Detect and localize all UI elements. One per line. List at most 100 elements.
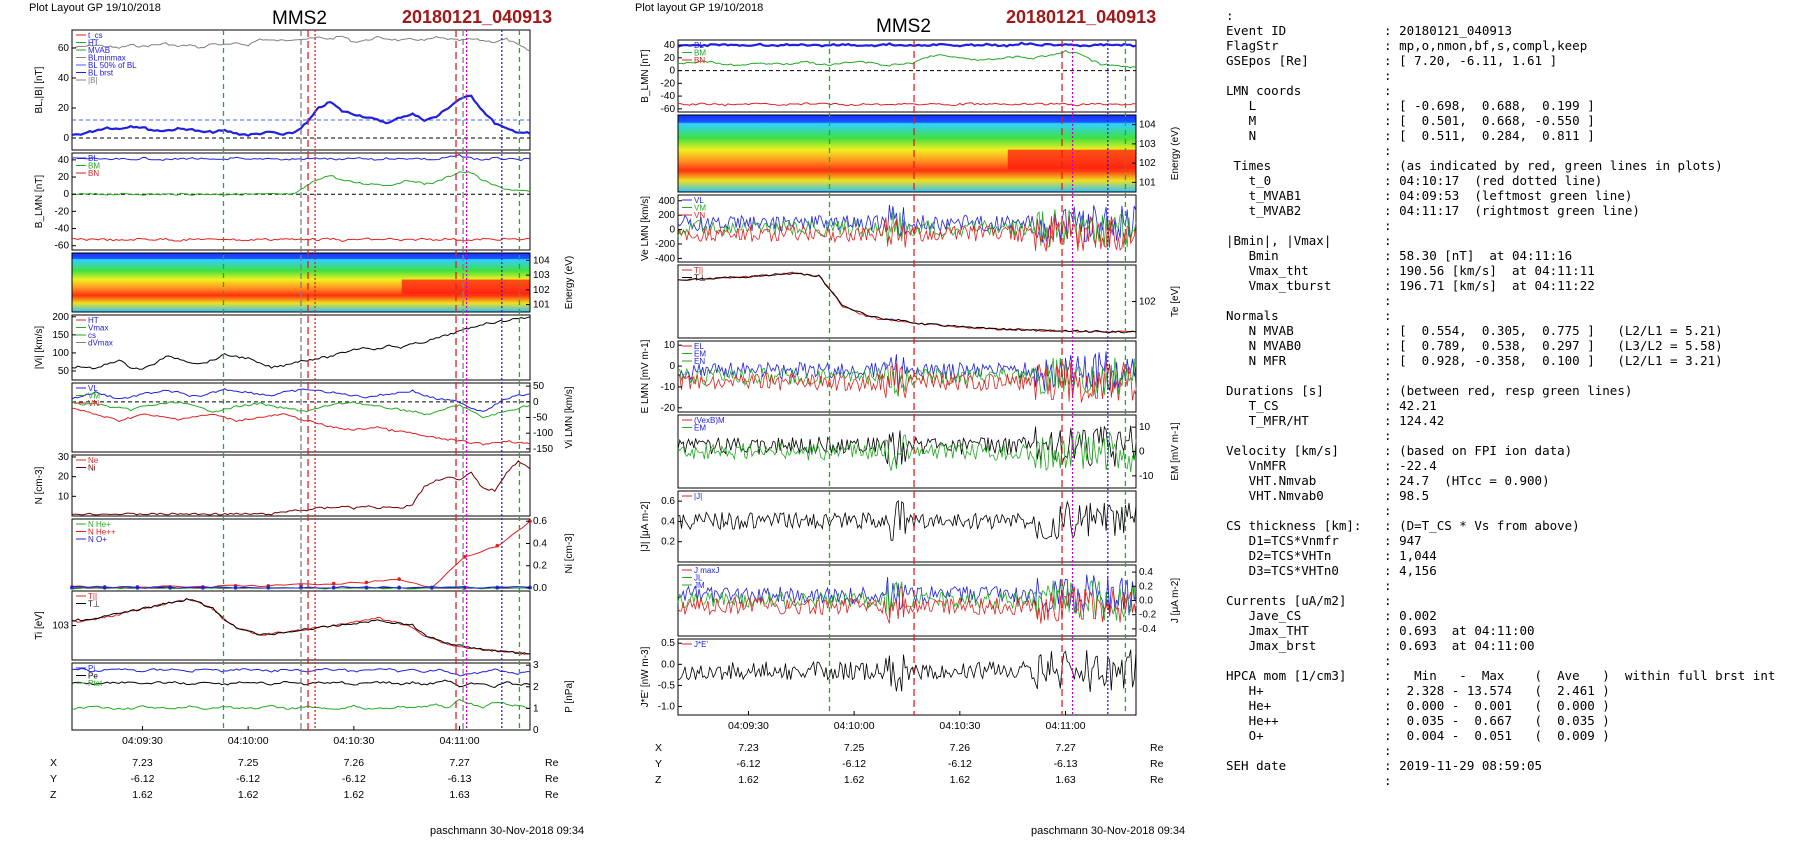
legend-label: BM	[694, 49, 706, 58]
tick-label: 50	[58, 366, 70, 377]
tick-label: 150	[52, 330, 69, 341]
series-line	[677, 41, 1137, 48]
tick-label: 0	[669, 361, 675, 372]
legend-label: BL brst	[88, 69, 114, 78]
coord-value: -6.12	[736, 758, 760, 770]
noisy-series	[677, 649, 1137, 693]
tick-label: -10	[661, 382, 676, 393]
panel: T||T⊥ 102 Te [eV]	[677, 264, 1181, 339]
axis-label: |Vi| [km/s]	[34, 326, 45, 370]
tick-label: 103	[52, 621, 69, 632]
info-line: O+ : 0.004 - 0.051 ( 0.009 )	[1226, 728, 1610, 743]
legend-label: Ne	[88, 456, 99, 465]
legend-label: Vmax	[88, 324, 108, 333]
legend-label: T⊥	[694, 274, 706, 283]
series-line	[71, 94, 531, 137]
axis-label: Ti [eV]	[34, 611, 45, 640]
info-line: Jave_CS : 0.002	[1226, 608, 1437, 623]
legend-label: EM	[694, 350, 706, 359]
panel: J*E' 0.5 0.0 -0.5 -1.0 J*E' [nW m-3]	[640, 638, 1137, 716]
legend-label: Pe	[88, 672, 98, 681]
tick-label: 0	[63, 189, 69, 200]
info-line: Bmin : 58.30 [nT] at 04:11:16	[1226, 248, 1573, 263]
coord-value: -6.12	[842, 758, 866, 770]
info-line: :	[1226, 143, 1392, 158]
coord-value: 7.25	[844, 742, 865, 754]
axis-label: Vi LMN [km/s]	[564, 386, 575, 448]
x-tick-label: 04:10:30	[333, 735, 374, 747]
tick-label: 100	[52, 348, 69, 359]
info-line: :	[1226, 653, 1392, 668]
axis-label: Ni [cm-3]	[564, 533, 575, 573]
legend-label: |B|	[88, 76, 98, 85]
tick-label: 103	[533, 270, 550, 281]
info-line: Jmax_brst : 0.693 at 04:11:00	[1226, 638, 1535, 653]
axis-label: Energy (eV)	[564, 256, 575, 309]
legend-label: VL	[88, 384, 98, 393]
info-line: M : [ 0.501, 0.668, -0.550 ]	[1226, 113, 1595, 128]
left-spacecraft-title: MMS2	[272, 8, 327, 29]
coord-value: -6.12	[130, 773, 154, 785]
data-point	[299, 585, 303, 590]
tick-label: -20	[661, 403, 676, 414]
legend-label: BN	[694, 56, 705, 65]
info-line: Normals :	[1226, 308, 1392, 323]
tick-label: 102	[533, 285, 550, 296]
data-point	[266, 585, 271, 590]
legend-label: N O+	[88, 535, 107, 544]
tick-label: 0.2	[1139, 581, 1153, 592]
legend-label: VM	[694, 204, 706, 213]
coord-value: 1.62	[344, 789, 365, 800]
series-line	[677, 102, 1137, 107]
legend-label: T||	[88, 592, 97, 601]
panel-frame	[677, 490, 1137, 563]
info-line: VnMFR : -22.4	[1226, 458, 1437, 473]
coord-value: 7.23	[132, 757, 153, 769]
x-tick-label: 04:10:00	[834, 720, 875, 732]
data-point	[397, 585, 401, 590]
coord-unit: Re	[545, 757, 559, 769]
series-line	[71, 598, 531, 655]
data-point	[528, 585, 532, 590]
coord-value: 7.27	[1055, 742, 1076, 754]
panel-frame	[677, 39, 1137, 113]
coord-value: 7.26	[344, 757, 365, 769]
info-line: D1=TCS*Vnmfr : 947	[1226, 533, 1422, 548]
legend-label: Pi	[88, 664, 95, 673]
tick-label: 103	[1139, 139, 1156, 150]
coord-unit: Re	[545, 789, 559, 800]
panel-frame	[677, 114, 1137, 193]
tick-label: 0.2	[533, 561, 547, 572]
axis-label: BL,|B| [nT]	[34, 66, 45, 113]
legend-label: EM	[694, 424, 706, 433]
axis-label: EM [mV m-1]	[1170, 422, 1181, 481]
tick-label: 20	[58, 103, 70, 114]
tick-label: 104	[1139, 120, 1156, 131]
tick-label: 0.4	[661, 516, 675, 527]
tick-label: -0.5	[658, 680, 676, 691]
tick-label: -20	[661, 78, 676, 89]
axis-label: Ve LMN [km/s]	[640, 196, 651, 261]
tick-label: -100	[533, 428, 553, 439]
tick-label: 0.6	[661, 496, 675, 507]
legend-label: T⊥	[88, 600, 100, 609]
series-line	[71, 460, 531, 516]
tick-label: 0	[669, 225, 675, 236]
legend-label: (VexB)M	[694, 416, 725, 425]
coord-value: 7.26	[950, 742, 971, 754]
tick-label: -200	[655, 239, 675, 250]
data-point	[364, 580, 369, 585]
info-line: He+ : 0.000 - 0.001 ( 0.000 )	[1226, 698, 1610, 713]
data-point	[495, 543, 500, 548]
coord-value: 1.62	[738, 774, 759, 786]
noisy-series	[677, 499, 1137, 541]
tick-label: 0	[533, 725, 539, 736]
tick-label: 1	[533, 703, 539, 714]
tick-label: 10	[58, 491, 70, 502]
coord-unit: Re	[1150, 742, 1164, 754]
legend-label: HT	[88, 316, 99, 325]
coord-unit: Re	[545, 773, 559, 785]
